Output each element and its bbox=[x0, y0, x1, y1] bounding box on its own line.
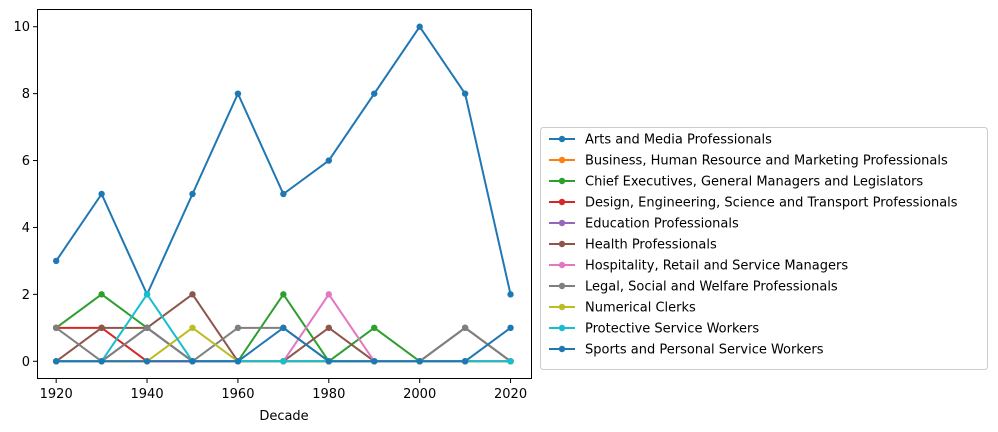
data-point bbox=[143, 291, 151, 298]
legend-item: Education Professionals bbox=[549, 217, 739, 232]
legend-marker bbox=[558, 282, 566, 290]
data-point bbox=[189, 324, 196, 332]
legend-marker bbox=[558, 303, 566, 311]
legend-marker bbox=[558, 177, 566, 185]
y-tick-label: 0 bbox=[22, 355, 30, 370]
legend-label: Education Professionals bbox=[585, 217, 739, 232]
legend-item: Sports and Personal Service Workers bbox=[549, 343, 824, 358]
y-tick-label: 2 bbox=[22, 288, 30, 303]
series-sports-and-personal-service-workers bbox=[52, 324, 514, 365]
legend-label: Protective Service Workers bbox=[585, 322, 759, 337]
data-point bbox=[98, 324, 105, 332]
x-axis-label: Decade bbox=[259, 409, 308, 424]
x-tick-label: 2000 bbox=[403, 387, 436, 402]
legend-marker bbox=[558, 156, 566, 164]
data-point bbox=[52, 257, 60, 265]
data-point bbox=[234, 358, 242, 365]
data-point bbox=[98, 358, 105, 365]
legend-label: Sports and Personal Service Workers bbox=[585, 343, 824, 358]
data-point bbox=[371, 358, 378, 365]
data-point bbox=[143, 358, 151, 365]
y-tick-label: 8 bbox=[22, 87, 30, 102]
data-point bbox=[189, 291, 196, 298]
series-line bbox=[55, 25, 512, 296]
legend-item: Protective Service Workers bbox=[549, 322, 759, 337]
data-point bbox=[234, 324, 242, 332]
legend-item: Arts and Media Professionals bbox=[549, 133, 772, 148]
legend-label: Arts and Media Professionals bbox=[585, 133, 772, 148]
data-point bbox=[325, 358, 332, 365]
data-point bbox=[371, 90, 378, 97]
data-point bbox=[189, 190, 196, 198]
data-point bbox=[371, 324, 378, 332]
x-tick-label: 1960 bbox=[221, 387, 254, 402]
legend-marker bbox=[558, 261, 566, 269]
legend-item: Legal, Social and Welfare Professionals bbox=[549, 280, 838, 295]
series-layer bbox=[52, 23, 514, 365]
series-arts-and-media-professionals bbox=[52, 23, 514, 298]
legend-label: Hospitality, Retail and Service Managers bbox=[585, 259, 848, 274]
series-line bbox=[55, 326, 512, 363]
data-point bbox=[325, 324, 332, 332]
data-point bbox=[507, 358, 514, 365]
data-point bbox=[461, 358, 469, 365]
x-tick-label: 1940 bbox=[131, 387, 164, 402]
x-axis: 1920 1940 1960 1980 2000 2020 bbox=[40, 378, 527, 402]
y-axis: 0 2 4 6 8 10 bbox=[13, 20, 38, 370]
data-point bbox=[280, 358, 287, 365]
data-point bbox=[507, 291, 514, 298]
legend-marker bbox=[558, 198, 566, 206]
legend-item: Numerical Clerks bbox=[549, 301, 696, 316]
data-point bbox=[325, 157, 332, 164]
legend-marker bbox=[558, 135, 566, 143]
legend-label: Health Professionals bbox=[585, 238, 717, 253]
data-point bbox=[461, 324, 469, 332]
data-point bbox=[416, 358, 423, 365]
legend-item: Chief Executives, General Managers and L… bbox=[549, 175, 923, 190]
data-point bbox=[189, 358, 196, 365]
legend-label: Business, Human Resource and Marketing P… bbox=[585, 154, 948, 169]
legend-marker bbox=[558, 324, 566, 332]
data-point bbox=[280, 291, 287, 298]
legend-label: Numerical Clerks bbox=[585, 301, 696, 316]
y-tick-label: 4 bbox=[22, 221, 30, 236]
legend-item: Health Professionals bbox=[549, 238, 717, 253]
data-point bbox=[461, 90, 469, 97]
data-point bbox=[143, 324, 151, 332]
legend: Arts and Media Professionals Business, Hu… bbox=[540, 127, 988, 370]
legend-item: Business, Human Resource and Marketing P… bbox=[549, 154, 948, 169]
data-point bbox=[52, 324, 60, 332]
legend-label: Design, Engineering, Science and Transpo… bbox=[585, 196, 958, 211]
y-tick-label: 10 bbox=[13, 20, 30, 35]
plot-frame bbox=[37, 9, 532, 379]
data-point bbox=[280, 190, 287, 198]
data-point bbox=[416, 23, 423, 30]
data-point bbox=[325, 291, 332, 298]
legend-item: Design, Engineering, Science and Transpo… bbox=[549, 196, 958, 211]
x-tick-label: 1920 bbox=[40, 387, 73, 402]
legend-label: Chief Executives, General Managers and L… bbox=[585, 175, 923, 190]
legend-frame bbox=[540, 127, 988, 370]
x-tick-label: 1980 bbox=[312, 387, 345, 402]
legend-label: Legal, Social and Welfare Professionals bbox=[585, 280, 838, 295]
y-tick-label: 6 bbox=[22, 154, 30, 169]
data-point bbox=[98, 291, 105, 298]
data-point bbox=[280, 324, 287, 332]
legend-item: Hospitality, Retail and Service Managers bbox=[549, 259, 848, 274]
data-point bbox=[234, 90, 242, 97]
legend-marker bbox=[558, 345, 566, 353]
legend-marker bbox=[558, 240, 566, 248]
data-point bbox=[507, 324, 514, 332]
data-point bbox=[52, 358, 60, 365]
x-tick-label: 2020 bbox=[494, 387, 527, 402]
legend-marker bbox=[558, 219, 566, 227]
data-point bbox=[98, 190, 105, 198]
